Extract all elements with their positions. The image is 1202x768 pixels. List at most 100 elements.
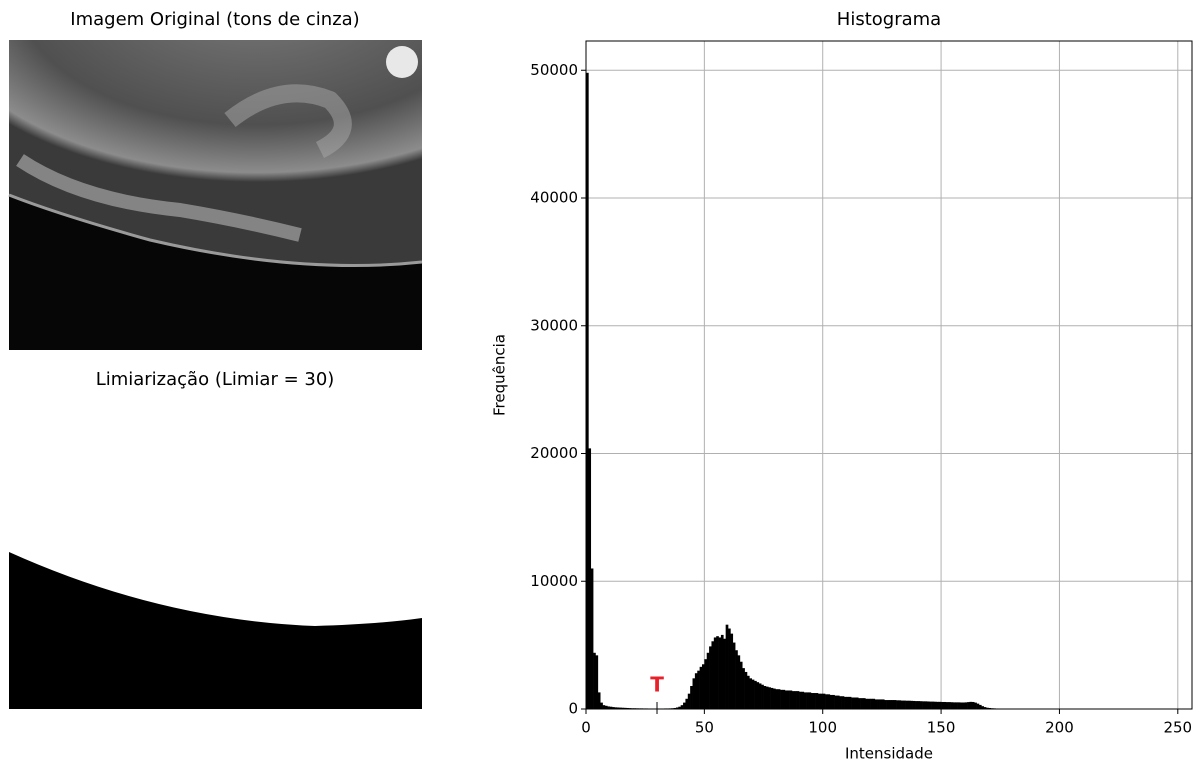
bar (884, 700, 887, 709)
bar (832, 695, 835, 709)
bar (797, 691, 800, 709)
annotation: T (650, 673, 664, 697)
threshold-image (9, 398, 422, 709)
bar (835, 696, 838, 709)
bar (733, 643, 736, 709)
original-image (9, 40, 422, 350)
x-tick-label: 0 (581, 719, 591, 737)
bar (901, 701, 904, 709)
bar (875, 699, 878, 709)
bar (740, 662, 743, 709)
bar (683, 703, 686, 709)
bar (932, 702, 935, 709)
bar (865, 699, 868, 709)
bar (771, 688, 774, 709)
bar (593, 653, 596, 709)
bar (700, 667, 703, 709)
bar (756, 682, 759, 709)
bar (716, 636, 719, 709)
bar (742, 668, 745, 709)
bar (754, 681, 757, 709)
bar (600, 703, 603, 709)
bar (695, 673, 698, 709)
bar (929, 702, 932, 709)
bar (967, 702, 970, 709)
bar (813, 693, 816, 709)
bar (588, 448, 591, 709)
bar (927, 701, 930, 709)
bar (903, 701, 906, 709)
bar (719, 637, 722, 709)
bar (955, 702, 958, 709)
bar (863, 698, 866, 709)
bar (801, 692, 804, 709)
bar (823, 694, 826, 709)
bar (707, 653, 710, 709)
bar (889, 700, 892, 709)
bar (925, 701, 928, 709)
bar (595, 655, 598, 709)
bar (922, 701, 925, 709)
bar (839, 696, 842, 709)
bar (846, 697, 849, 709)
bar (809, 692, 812, 709)
bar (697, 671, 700, 709)
bar (837, 696, 840, 709)
bar (851, 698, 854, 709)
image-title: Limiarização (Limiar = 30) (96, 369, 335, 390)
bar (794, 691, 797, 709)
bar (827, 694, 830, 709)
bar (773, 689, 776, 709)
bar (690, 686, 693, 709)
bar (920, 701, 923, 709)
bar (842, 696, 845, 709)
x-tick-label: 150 (927, 719, 956, 737)
bar (943, 702, 946, 709)
bar (787, 690, 790, 709)
bar (735, 650, 738, 709)
bar (749, 678, 752, 709)
bar (681, 705, 684, 709)
bar (898, 700, 901, 709)
bar (693, 678, 696, 709)
bar (972, 702, 975, 709)
y-tick-label: 20000 (530, 444, 578, 462)
bar (752, 680, 755, 709)
bar (688, 694, 691, 709)
bar (830, 695, 833, 709)
bar (816, 693, 819, 709)
bar (775, 689, 778, 709)
bar (849, 697, 852, 709)
bar (887, 700, 890, 709)
bar (872, 699, 875, 709)
bar (764, 686, 767, 709)
y-tick-label: 30000 (530, 316, 578, 334)
bar (591, 568, 594, 709)
bar (953, 702, 956, 709)
bar (915, 701, 918, 709)
bar (747, 676, 750, 709)
y-axis-label: Frequência (491, 334, 509, 416)
y-tick-label: 50000 (530, 61, 578, 79)
bar (811, 693, 814, 709)
bar (870, 699, 873, 709)
bar (820, 694, 823, 709)
bar (910, 701, 913, 709)
bar (939, 702, 942, 709)
y-tick-label: 40000 (530, 189, 578, 207)
bar (896, 700, 899, 709)
bar (965, 702, 968, 709)
bar (782, 690, 785, 709)
bar (728, 629, 731, 709)
bar (853, 698, 856, 709)
bar (894, 700, 897, 709)
bar (913, 701, 916, 709)
bar (711, 641, 714, 709)
bar (818, 694, 821, 709)
x-tick-label: 250 (1163, 719, 1192, 737)
bar (709, 646, 712, 709)
x-axis-label: Intensidade (845, 745, 933, 763)
y-tick-label: 10000 (530, 572, 578, 590)
bar (868, 699, 871, 709)
